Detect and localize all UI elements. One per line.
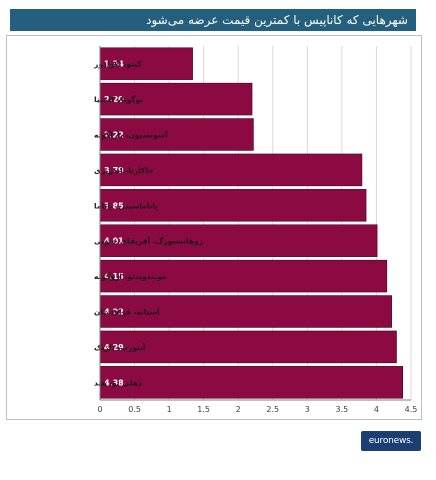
x-tick-label: 2 bbox=[236, 405, 241, 414]
category-label: مونته‌ویدئو، اروگوئه bbox=[94, 272, 167, 281]
category-label: جاکارتا، اندونزی bbox=[94, 166, 154, 175]
category-label: پاناماسیتی، پاناما bbox=[94, 201, 158, 210]
bar bbox=[99, 224, 378, 257]
bar bbox=[99, 295, 392, 328]
value-label: 2.20 bbox=[104, 95, 124, 104]
value-label: 4.38 bbox=[104, 378, 124, 387]
value-label: 4.01 bbox=[104, 237, 124, 246]
value-label: 2.22 bbox=[104, 131, 124, 140]
bar bbox=[99, 153, 363, 187]
value-label: 3.79 bbox=[104, 166, 124, 175]
category-label: کیتو، اکوادور bbox=[93, 60, 142, 69]
bar bbox=[99, 259, 388, 293]
category-label: بوگوتا، کلمبیا bbox=[94, 95, 143, 104]
value-label: 1.34 bbox=[104, 60, 124, 69]
bar bbox=[99, 189, 367, 222]
x-tick-label: 2.5 bbox=[266, 405, 279, 414]
bar bbox=[99, 47, 193, 80]
x-tick-label: 1.5 bbox=[197, 405, 210, 414]
x-tick-label: 0 bbox=[97, 405, 102, 414]
x-tick-label: 4 bbox=[374, 405, 379, 414]
bar bbox=[99, 366, 404, 399]
category-label: آنتورپ، بلژیک bbox=[94, 342, 146, 352]
value-label: 3.85 bbox=[104, 201, 124, 210]
x-tick-label: 4.5 bbox=[405, 405, 418, 414]
bar bbox=[99, 330, 397, 364]
category-label: ژوهانسبورگ، آفریقای جنوبی bbox=[94, 236, 203, 246]
x-tick-label: 3 bbox=[305, 405, 310, 414]
x-tick-label: 1 bbox=[167, 405, 172, 414]
x-tick-label: 3.5 bbox=[336, 405, 349, 414]
category-label: دهلی نو، هند bbox=[94, 378, 142, 387]
x-tick-label: 0.5 bbox=[128, 405, 141, 414]
bar bbox=[99, 82, 253, 116]
chart-title: شهرهایی که کاناپیس با کمترین قیمت عرضه م… bbox=[10, 9, 416, 31]
value-label: 4.22 bbox=[104, 308, 124, 317]
value-label: 4.15 bbox=[104, 272, 124, 281]
category-label: آسونسیون، پاراگوئه bbox=[94, 130, 168, 140]
category-label: آستانه، قزاقستان bbox=[94, 307, 160, 317]
euronews-logo: euronews. bbox=[361, 431, 421, 451]
value-label: 4.29 bbox=[104, 343, 124, 352]
